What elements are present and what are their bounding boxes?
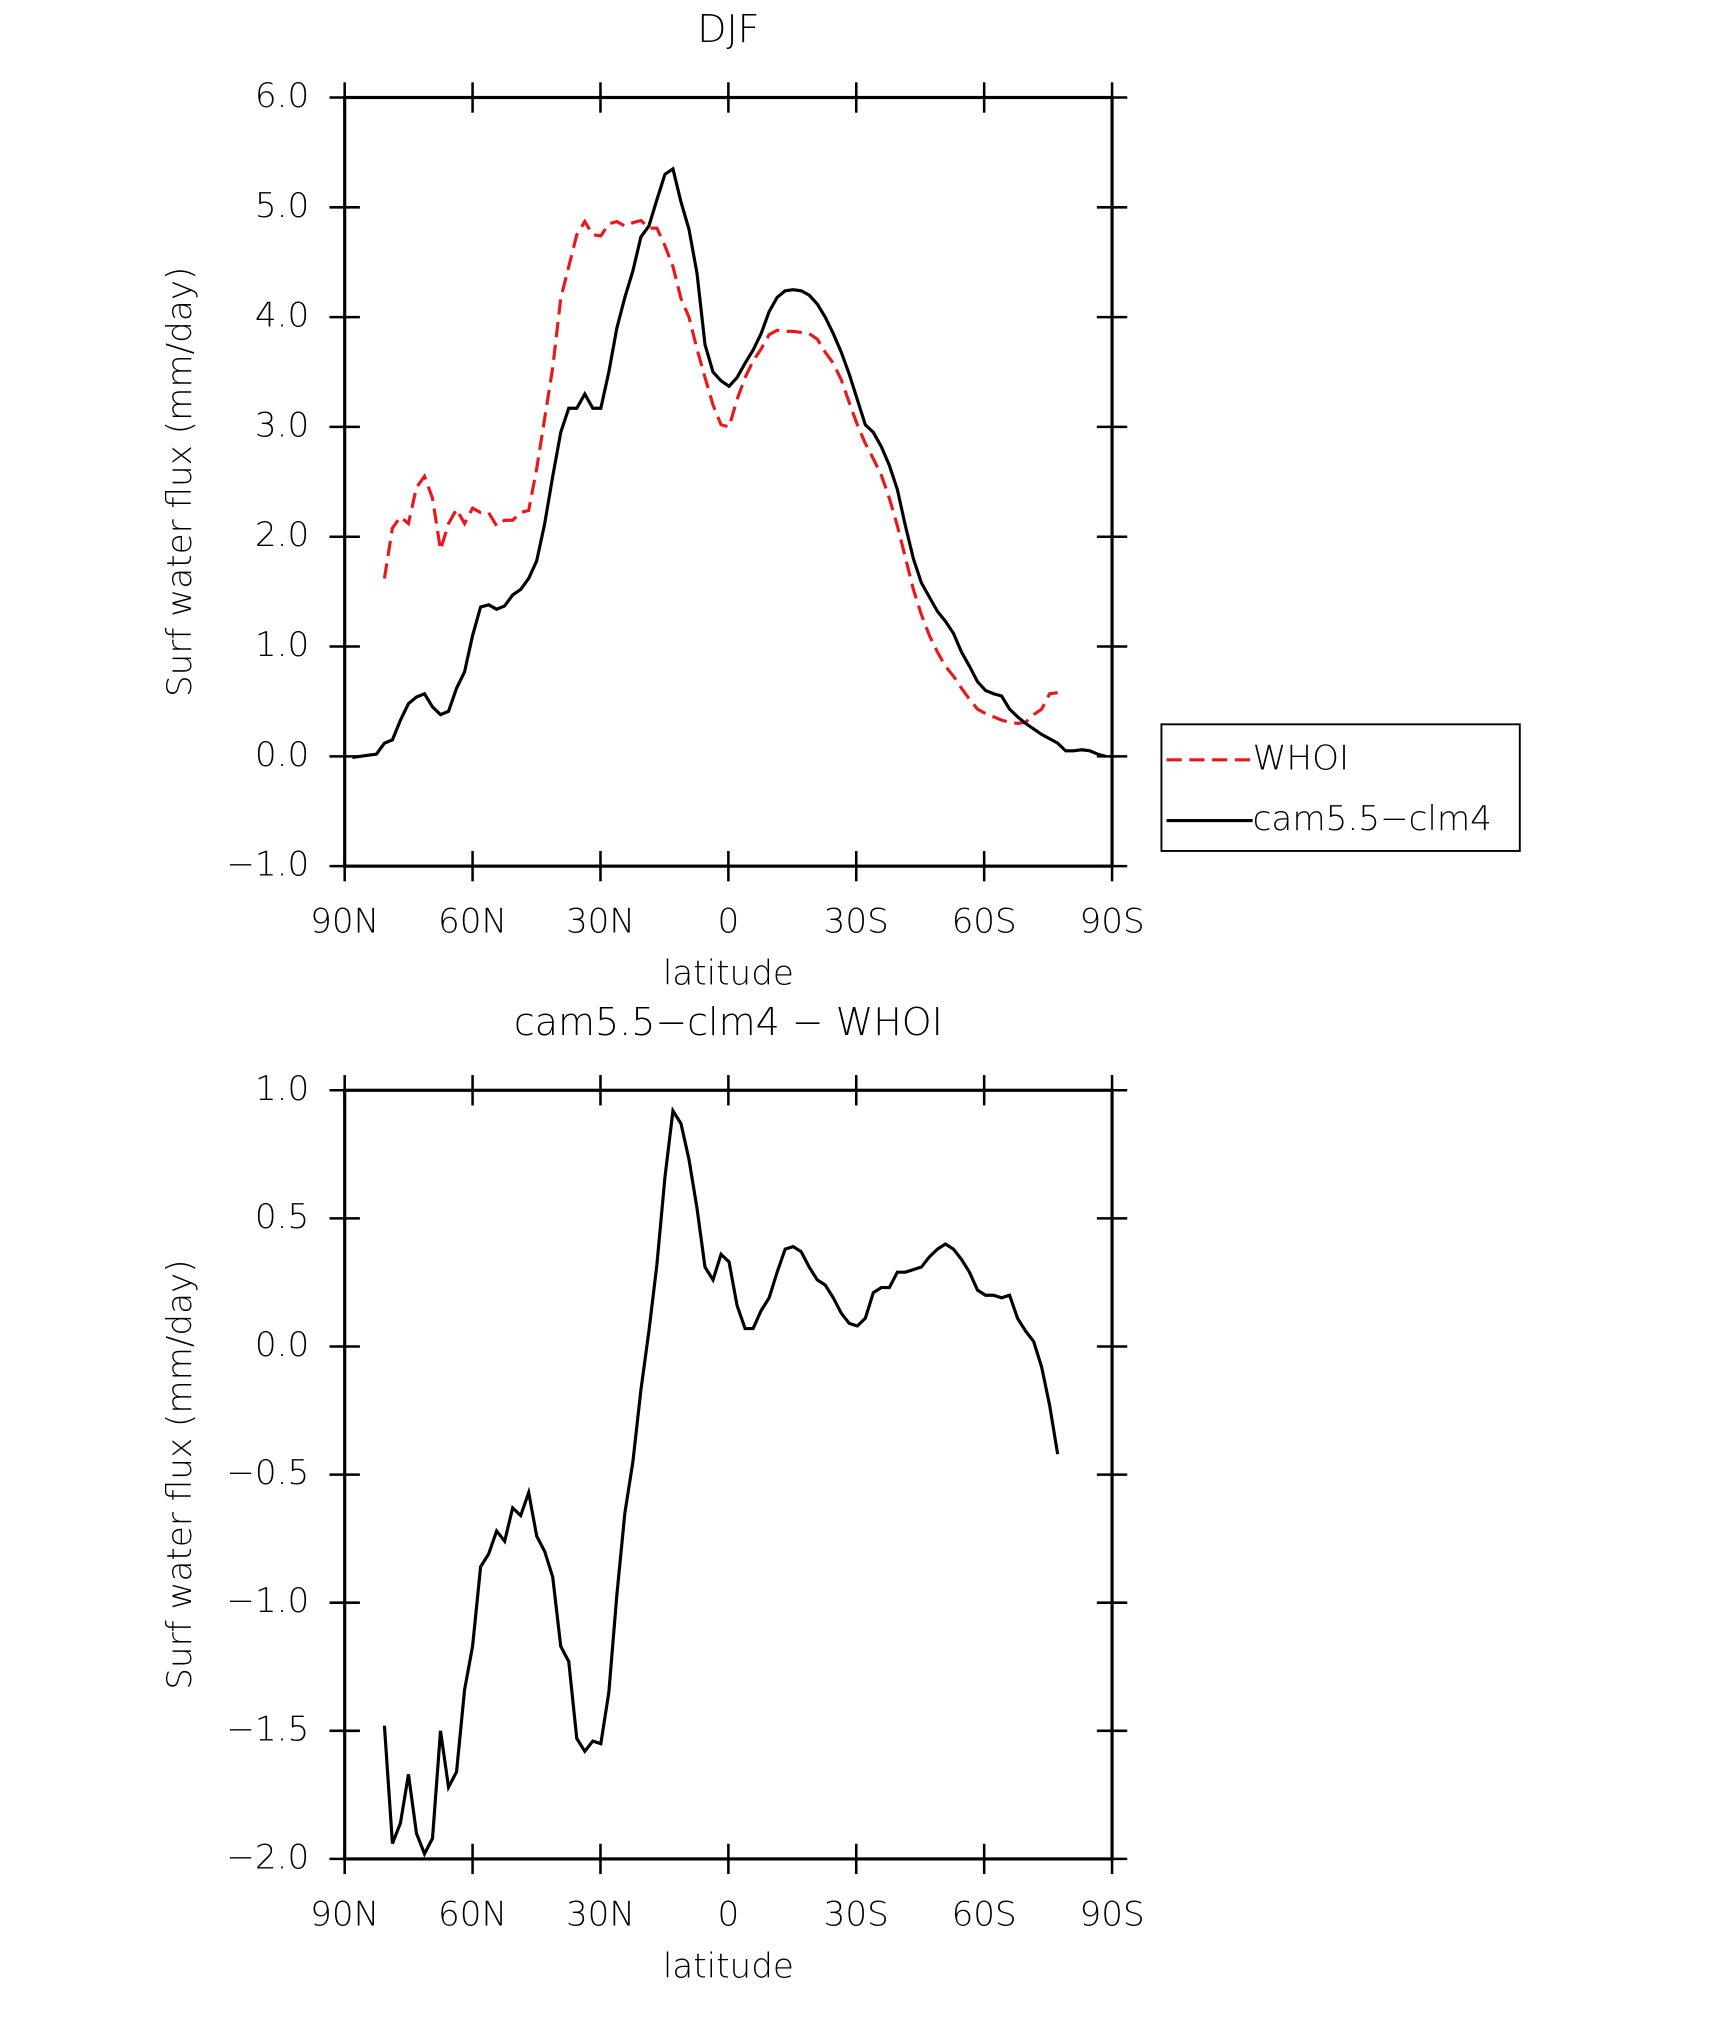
- x-tick-label: 30S: [824, 1894, 889, 1934]
- y-tick-label: 0.5: [255, 1197, 309, 1237]
- x-tick-label: 90S: [1079, 902, 1144, 942]
- x-tick-label: 30S: [824, 902, 889, 942]
- data-line: [352, 166, 1107, 760]
- x-tick-label: 90S: [1079, 1894, 1144, 1934]
- data-line: [382, 218, 1058, 725]
- y-tick-label: 3.0: [255, 405, 309, 445]
- legend-box: [1160, 723, 1521, 852]
- plot-frame: [343, 1088, 1114, 1861]
- y-tick-label: 0.0: [255, 1325, 309, 1365]
- x-tick-label: 60S: [952, 902, 1017, 942]
- x-axis-label: latitude: [663, 1946, 794, 1986]
- y-tick-label: 4.0: [255, 296, 309, 336]
- y-tick-label: −1.0: [226, 1581, 309, 1621]
- x-tick-label: 90N: [310, 902, 379, 942]
- y-tick-label: −0.5: [226, 1453, 309, 1493]
- legend-label: WHOI: [1253, 738, 1349, 778]
- y-tick-label: −1.5: [226, 1709, 309, 1749]
- chart-title: DJF: [697, 7, 759, 51]
- x-axis-label: latitude: [663, 954, 794, 994]
- x-tick-label: 90N: [310, 1894, 379, 1934]
- plot-frame: [343, 95, 1114, 868]
- data-line: [382, 1106, 1060, 1858]
- y-tick-label: 1.0: [255, 625, 309, 665]
- y-tick-label: −1.0: [226, 845, 309, 885]
- y-tick-label: 0.0: [255, 735, 309, 775]
- y-tick-label: 6.0: [255, 76, 309, 116]
- x-tick-label: 30N: [566, 1894, 635, 1934]
- y-axis-label: Surf water flux (mm/day): [160, 267, 200, 697]
- y-tick-label: 1.0: [255, 1069, 309, 1109]
- x-tick-label: 30N: [566, 902, 635, 942]
- x-tick-label: 60N: [438, 902, 507, 942]
- x-tick-label: 60N: [438, 1894, 507, 1934]
- y-tick-label: −2.0: [226, 1837, 309, 1877]
- y-axis-label: Surf water flux (mm/day): [160, 1259, 200, 1689]
- x-tick-label: 0: [717, 902, 739, 942]
- x-tick-label: 60S: [952, 1894, 1017, 1934]
- legend-label: cam5.5−clm4: [1253, 799, 1492, 839]
- x-tick-label: 0: [717, 1894, 739, 1934]
- y-tick-label: 2.0: [255, 515, 309, 555]
- y-tick-label: 5.0: [255, 186, 309, 226]
- chart-title: cam5.5−clm4 − WHOI: [514, 1000, 943, 1044]
